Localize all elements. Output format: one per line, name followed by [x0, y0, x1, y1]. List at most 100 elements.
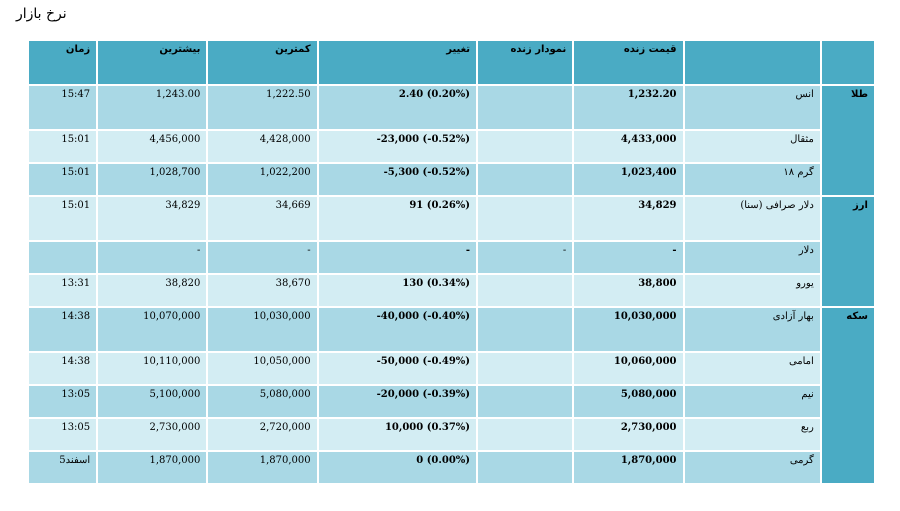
cell-name: یورو — [684, 275, 820, 306]
cell-live-chart — [478, 452, 573, 483]
cell-time: 15:01 — [29, 197, 97, 240]
table-row: 15:47 1,243.00 1,222.50 2.40 (0.20%) 1,232.2… — [29, 86, 874, 195]
table-row: 15:01 4,456,000 4,428,000 -23,000 (-0.52%) 4… — [29, 131, 874, 162]
cell-change: -5,300 (-0.52%) — [318, 164, 477, 195]
cell-name: گرم ۱۸ — [684, 164, 820, 195]
cell-change: -23,000 (-0.52%) — [318, 131, 477, 162]
cell-name: بهار آزادی — [684, 308, 820, 351]
cell-change: -40,000 (-0.40%) — [318, 308, 477, 351]
header-group — [821, 41, 874, 84]
header-change: تغییر — [318, 41, 477, 84]
cell-low: 1,222.50 — [208, 86, 317, 129]
table-row: 13:05 5,100,000 5,080,000 -20,000 (-0.39%) 5… — [29, 386, 874, 417]
cell-name: نیم — [684, 386, 820, 417]
cell-live-chart — [478, 86, 573, 129]
cell-high: - — [98, 242, 207, 273]
cell-change: -50,000 (-0.49%) — [318, 353, 477, 384]
cell-live-price: 10,060,000 — [574, 353, 683, 384]
cell-high: 38,820 — [98, 275, 207, 306]
cell-high: 34,829 — [98, 197, 207, 240]
cell-live-chart — [478, 419, 573, 450]
cell-live-price: 34,829 — [574, 197, 683, 240]
cell-high: 1,028,700 — [98, 164, 207, 195]
group-label: سکه — [821, 308, 874, 483]
cell-high: 4,456,000 — [98, 131, 207, 162]
cell-time: 5اسفند — [29, 452, 97, 483]
cell-high: 1,243.00 — [98, 86, 207, 129]
header-live-price: قیمت زنده — [574, 41, 683, 84]
cell-name: انس — [684, 86, 820, 129]
cell-name: گرمی — [684, 452, 820, 483]
page-title: نرخ بازار — [16, 6, 67, 22]
cell-live-price: 2,730,000 — [574, 419, 683, 450]
cell-high: 10,110,000 — [98, 353, 207, 384]
rates-body: 15:47 1,243.00 1,222.50 2.40 (0.20%) 1,232.2… — [29, 86, 874, 483]
cell-change: 10,000 (0.37%) — [318, 419, 477, 450]
header-live-chart: نمودار زنده — [478, 41, 573, 84]
group-label: ارز — [821, 197, 874, 306]
cell-name: ربع — [684, 419, 820, 450]
cell-live-chart — [478, 131, 573, 162]
cell-time: 15:01 — [29, 164, 97, 195]
cell-time: 14:38 — [29, 353, 97, 384]
table-row: 14:38 10,110,000 10,050,000 -50,000 (-0.49%… — [29, 353, 874, 384]
cell-name: دلار صرافی (سنا) — [684, 197, 820, 240]
table-row: 15:01 1,028,700 1,022,200 -5,300 (-0.52%) 1,… — [29, 164, 874, 195]
cell-live-price: 10,030,000 — [574, 308, 683, 351]
cell-low: 10,050,000 — [208, 353, 317, 384]
table-row: - - - - - دلار — [29, 242, 874, 273]
table-row: 14:38 10,070,000 10,030,000 -40,000 (-0.40%… — [29, 308, 874, 483]
cell-low: 1,022,200 — [208, 164, 317, 195]
cell-low: 5,080,000 — [208, 386, 317, 417]
cell-name: امامی — [684, 353, 820, 384]
cell-high: 2,730,000 — [98, 419, 207, 450]
cell-live-chart — [478, 353, 573, 384]
header-row: زمان بیشترین کمترین تغییر نمودار زنده قی… — [29, 41, 874, 84]
cell-time — [29, 242, 97, 273]
market-rates-table: زمان بیشترین کمترین تغییر نمودار زنده قی… — [27, 39, 876, 485]
cell-live-chart — [478, 275, 573, 306]
cell-high: 1,870,000 — [98, 452, 207, 483]
cell-live-chart — [478, 164, 573, 195]
cell-live-price: 5,080,000 — [574, 386, 683, 417]
cell-change: 0 (0.00%) — [318, 452, 477, 483]
cell-change: -20,000 (-0.39%) — [318, 386, 477, 417]
cell-time: 13:31 — [29, 275, 97, 306]
cell-live-price: 38,800 — [574, 275, 683, 306]
cell-time: 13:05 — [29, 419, 97, 450]
cell-live-price: - — [574, 242, 683, 273]
cell-name: مثقال — [684, 131, 820, 162]
table-row: 13:05 2,730,000 2,720,000 10,000 (0.37%) 2,7… — [29, 419, 874, 450]
cell-change: 130 (0.34%) — [318, 275, 477, 306]
cell-low: 2,720,000 — [208, 419, 317, 450]
cell-live-price: 1,023,400 — [574, 164, 683, 195]
cell-change: - — [318, 242, 477, 273]
cell-time: 15:01 — [29, 131, 97, 162]
table-row: 15:01 34,829 34,669 91 (0.26%) 34,829 دلار صر… — [29, 197, 874, 306]
cell-live-chart — [478, 386, 573, 417]
header-low: کمترین — [208, 41, 317, 84]
cell-live-price: 1,870,000 — [574, 452, 683, 483]
cell-low: 34,669 — [208, 197, 317, 240]
cell-change: 91 (0.26%) — [318, 197, 477, 240]
cell-low: 38,670 — [208, 275, 317, 306]
header-time: زمان — [29, 41, 97, 84]
cell-live-chart — [478, 308, 573, 351]
cell-low: - — [208, 242, 317, 273]
cell-low: 10,030,000 — [208, 308, 317, 351]
header-high: بیشترین — [98, 41, 207, 84]
cell-change: 2.40 (0.20%) — [318, 86, 477, 129]
table-row: 13:31 38,820 38,670 130 (0.34%) 38,800 یورو — [29, 275, 874, 306]
cell-time: 13:05 — [29, 386, 97, 417]
cell-name: دلار — [684, 242, 820, 273]
table-row: 5اسفند 1,870,000 1,870,000 0 (0.00%) 1,870,0… — [29, 452, 874, 483]
cell-low: 1,870,000 — [208, 452, 317, 483]
cell-live-price: 1,232.20 — [574, 86, 683, 129]
header-name — [684, 41, 820, 84]
cell-live-price: 4,433,000 — [574, 131, 683, 162]
cell-live-chart: - — [478, 242, 573, 273]
cell-time: 15:47 — [29, 86, 97, 129]
cell-live-chart — [478, 197, 573, 240]
cell-high: 5,100,000 — [98, 386, 207, 417]
group-label: طلا — [821, 86, 874, 195]
